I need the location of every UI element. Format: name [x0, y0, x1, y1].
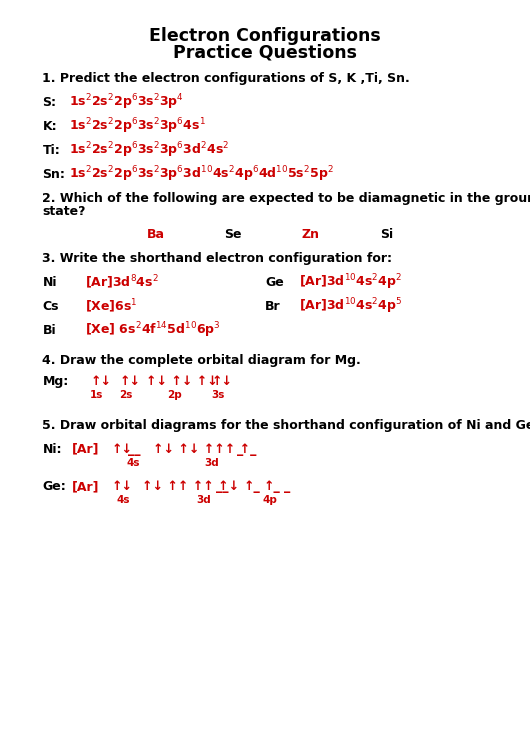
Text: Cs: Cs	[42, 300, 59, 313]
Text: ↑↓: ↑↓	[212, 375, 233, 389]
Text: ↑↓: ↑↓	[111, 480, 132, 494]
Text: S:: S:	[42, 96, 56, 109]
Text: state?: state?	[42, 205, 86, 219]
Text: 3. Write the shorthand electron configuration for:: 3. Write the shorthand electron configur…	[42, 252, 392, 265]
Text: 1s: 1s	[90, 390, 103, 401]
Text: [Ar]: [Ar]	[72, 443, 99, 456]
Text: [Xe] 6s$^2$4f$^{14}$5d$^{10}$6p$^3$: [Xe] 6s$^2$4f$^{14}$5d$^{10}$6p$^3$	[85, 321, 220, 340]
Text: ↑↓: ↑↓	[90, 375, 111, 389]
Text: 2p: 2p	[167, 390, 182, 401]
Text: Ti:: Ti:	[42, 144, 60, 157]
Text: 3d: 3d	[197, 495, 211, 506]
Text: Practice Questions: Practice Questions	[173, 43, 357, 61]
Text: Si: Si	[381, 228, 393, 241]
Text: Sn:: Sn:	[42, 168, 65, 181]
Text: _: _	[284, 480, 290, 494]
Text: ↑↓: ↑↓	[111, 443, 132, 456]
Text: 1. Predict the electron configurations of S, K ,Ti, Sn.: 1. Predict the electron configurations o…	[42, 72, 410, 85]
Text: 2. Which of the following are expected to be diamagnetic in the ground: 2. Which of the following are expected t…	[42, 192, 530, 205]
Text: __: __	[128, 443, 141, 456]
Text: 4p: 4p	[263, 495, 278, 506]
Text: [Xe]6s$^1$: [Xe]6s$^1$	[85, 297, 137, 315]
Text: ↑_: ↑_	[264, 480, 281, 494]
Text: 1s$^2$2s$^2$2p$^6$3s$^2$3p$^6$4s$^1$: 1s$^2$2s$^2$2p$^6$3s$^2$3p$^6$4s$^1$	[69, 117, 206, 136]
Text: K:: K:	[42, 120, 57, 133]
Text: [Ar]3d$^8$4s$^2$: [Ar]3d$^8$4s$^2$	[85, 273, 158, 291]
Text: 4s: 4s	[116, 495, 130, 506]
Text: Zn: Zn	[301, 228, 319, 241]
Text: Electron Configurations: Electron Configurations	[149, 27, 381, 45]
Text: 4. Draw the complete orbital diagram for Mg.: 4. Draw the complete orbital diagram for…	[42, 354, 361, 367]
Text: 1s$^2$2s$^2$2p$^6$3s$^2$3p$^6$3d$^{10}$4s$^2$4p$^6$4d$^{10}$5s$^2$5p$^2$: 1s$^2$2s$^2$2p$^6$3s$^2$3p$^6$3d$^{10}$4…	[69, 165, 334, 184]
Text: [Ar]: [Ar]	[72, 480, 99, 494]
Text: Se: Se	[224, 228, 242, 241]
Text: 5. Draw orbital diagrams for the shorthand configuration of Ni and Ge.: 5. Draw orbital diagrams for the shortha…	[42, 419, 530, 432]
Text: Ge: Ge	[265, 276, 284, 289]
Text: 4s: 4s	[127, 458, 140, 468]
Text: ↑_: ↑_	[244, 480, 261, 494]
Text: 3s: 3s	[211, 390, 225, 401]
Text: [Ar]3d$^{10}$4s$^2$4p$^5$: [Ar]3d$^{10}$4s$^2$4p$^5$	[299, 297, 403, 316]
Text: __: __	[216, 480, 229, 494]
Text: ↑↓ ↑↑ ↑↑ ↑↓: ↑↓ ↑↑ ↑↑ ↑↓	[142, 480, 239, 494]
Text: Bi: Bi	[42, 324, 56, 337]
Text: _: _	[237, 443, 244, 456]
Text: 2s: 2s	[119, 390, 132, 401]
Text: ↑↓ ↑↓ ↑↓: ↑↓ ↑↓ ↑↓	[146, 375, 217, 389]
Text: [Ar]3d$^{10}$4s$^2$4p$^2$: [Ar]3d$^{10}$4s$^2$4p$^2$	[299, 273, 402, 292]
Text: 3d: 3d	[205, 458, 219, 468]
Text: Ba: Ba	[147, 228, 165, 241]
Text: Br: Br	[265, 300, 280, 313]
Text: ↑↓ ↑↓ ↑↑↑ ↑_: ↑↓ ↑↓ ↑↑↑ ↑_	[153, 443, 256, 456]
Text: Ni:: Ni:	[42, 443, 62, 456]
Text: ↑↓: ↑↓	[119, 375, 140, 389]
Text: Mg:: Mg:	[42, 375, 69, 389]
Text: 1s$^2$2s$^2$2p$^6$3s$^2$3p$^6$3d$^2$4s$^2$: 1s$^2$2s$^2$2p$^6$3s$^2$3p$^6$3d$^2$4s$^…	[69, 141, 229, 160]
Text: Ni: Ni	[42, 276, 57, 289]
Text: 1s$^2$2s$^2$2p$^6$3s$^2$3p$^4$: 1s$^2$2s$^2$2p$^6$3s$^2$3p$^4$	[69, 93, 184, 112]
Text: Ge:: Ge:	[42, 480, 66, 494]
